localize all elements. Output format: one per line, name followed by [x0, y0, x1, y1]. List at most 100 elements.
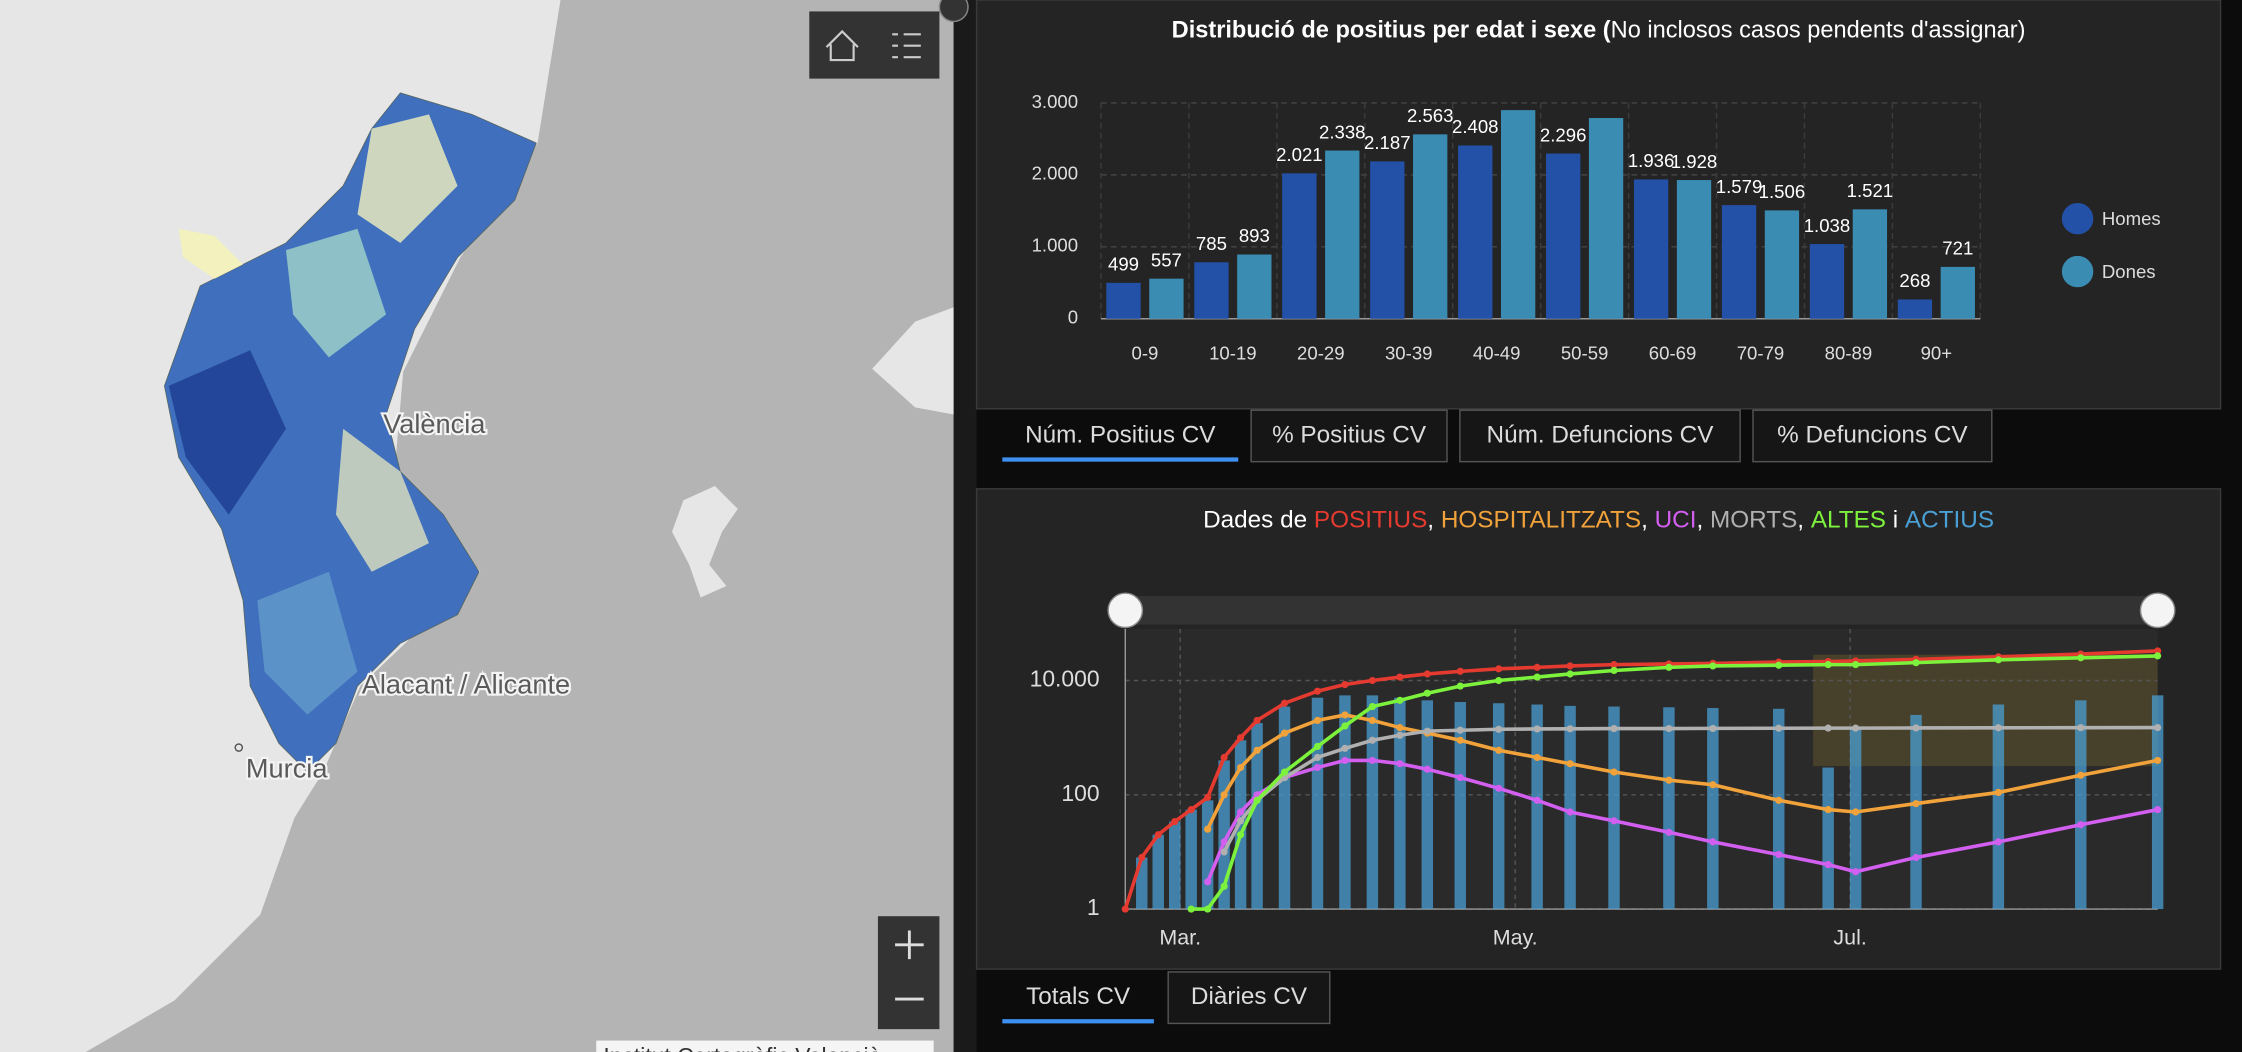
series-point: [1994, 788, 2002, 796]
range-slider-handle[interactable]: [1107, 592, 1144, 629]
bar: [1185, 809, 1197, 910]
tab-bg[interactable]: [1002, 410, 1239, 462]
series-point: [1171, 817, 1179, 826]
legend-label: Dones: [2102, 261, 2156, 282]
y-tick-label: 10.000: [1030, 666, 1100, 692]
series-point: [1280, 699, 1289, 707]
range-slider-handle[interactable]: [2139, 592, 2176, 629]
series-point: [1495, 665, 1503, 673]
bar: [1546, 153, 1581, 319]
title-main: Distribució de positius per edat i sexe …: [1172, 17, 1611, 43]
series-point: [1368, 676, 1376, 685]
series-point: [1775, 796, 1783, 804]
bar: [2075, 700, 2087, 910]
bar: [1366, 695, 1379, 910]
region-area: [168, 350, 286, 515]
series-point: [1824, 861, 1832, 869]
tab-bg[interactable]: [1752, 409, 1993, 463]
region-area: [285, 228, 387, 358]
tab-label[interactable]: Núm. Defuncions CV: [1487, 421, 1715, 448]
series-point: [2154, 724, 2162, 732]
value-label: 1.506: [1759, 181, 1806, 202]
x-tick-label: 0-9: [1132, 342, 1159, 363]
series-point: [1994, 656, 2002, 664]
series-point: [1313, 687, 1322, 695]
bar: [1564, 705, 1576, 910]
bar: [1809, 244, 1845, 319]
layers-button[interactable]: [892, 33, 921, 59]
bar: [1492, 703, 1505, 910]
tab-label[interactable]: % Defuncions CV: [1777, 421, 1968, 448]
series-point: [2077, 821, 2085, 829]
tab[interactable]: % Defuncions CV: [1752, 409, 1993, 463]
value-label: 785: [1196, 233, 1227, 254]
series-point: [1852, 724, 1860, 732]
series-point: [1709, 724, 1717, 733]
value-label: 893: [1239, 225, 1270, 246]
tab[interactable]: Núm. Defuncions CV: [1459, 409, 1741, 463]
chart-title: Dades de POSITIUS, HOSPITALITZATS, UCI, …: [1203, 507, 1994, 534]
series-point: [1368, 702, 1376, 711]
series-point: [2077, 724, 2085, 732]
region-area: [257, 571, 358, 715]
tab[interactable]: Diàries CV: [1167, 971, 1331, 1025]
series-point: [1824, 661, 1832, 669]
series-point: [1610, 666, 1618, 675]
tab[interactable]: Núm. Positius CV: [1002, 410, 1239, 462]
home-button[interactable]: [825, 29, 859, 62]
series-point: [1396, 696, 1404, 704]
tab-bg[interactable]: [1167, 971, 1331, 1025]
series-point: [1533, 725, 1541, 733]
series-point: [1204, 825, 1212, 833]
series-point: [2154, 806, 2162, 814]
tab-bg[interactable]: [1002, 971, 1154, 1024]
y-tick-label: 100: [1061, 780, 1099, 806]
series-point: [1775, 724, 1783, 732]
tab-label[interactable]: % Positius CV: [1272, 421, 1427, 448]
series-point: [1368, 716, 1376, 725]
tab-label[interactable]: Núm. Positius CV: [1025, 421, 1216, 448]
series-point: [1533, 673, 1541, 681]
bar: [1413, 134, 1448, 319]
series-point: [1220, 791, 1228, 799]
tab-underline[interactable]: [1002, 1019, 1154, 1024]
series-point: [1396, 760, 1404, 768]
value-label: 1.038: [1804, 215, 1851, 236]
series-line: [1206, 713, 2158, 830]
tab[interactable]: % Positius CV: [1250, 409, 1448, 463]
x-tick-label: Jul.: [1833, 926, 1866, 950]
series-point: [1566, 670, 1574, 678]
tab-underline[interactable]: [1002, 457, 1239, 462]
tab[interactable]: Totals CV: [1002, 971, 1154, 1024]
series-point: [1204, 878, 1212, 886]
series-point: [1313, 753, 1322, 762]
tabs: Núm. Positius CV % Positius CV Núm. Defunc…: [1002, 409, 1993, 1025]
series-point: [1495, 746, 1503, 754]
title-series: HOSPITALITZATS: [1441, 507, 1641, 534]
zoom-in[interactable]: [895, 930, 924, 960]
series-point: [1204, 905, 1212, 913]
series-point: [1253, 746, 1261, 754]
value-label: 1.521: [1847, 180, 1894, 201]
bar: [1339, 695, 1351, 910]
tab-label[interactable]: Diàries CV: [1191, 983, 1308, 1010]
series-point: [1994, 724, 2002, 732]
tab-bg[interactable]: [1459, 409, 1741, 463]
series-point: [1187, 905, 1195, 913]
series-point: [1852, 868, 1860, 876]
series-point: [1912, 800, 1920, 808]
tab-bg[interactable]: [1250, 409, 1448, 463]
series-point: [1610, 725, 1618, 733]
expand-button[interactable]: [938, 0, 969, 23]
map-label: València: [383, 408, 486, 439]
series-point: [1610, 817, 1618, 825]
series-point: [1824, 806, 1832, 814]
series-point: [1495, 676, 1503, 685]
tab-label[interactable]: Totals CV: [1026, 983, 1131, 1010]
region: [163, 92, 537, 773]
series-point: [1610, 661, 1618, 669]
map-label: Murcia: [246, 753, 328, 784]
series-point: [1775, 850, 1783, 859]
series-point: [1423, 765, 1431, 773]
series-point: [1280, 729, 1289, 737]
